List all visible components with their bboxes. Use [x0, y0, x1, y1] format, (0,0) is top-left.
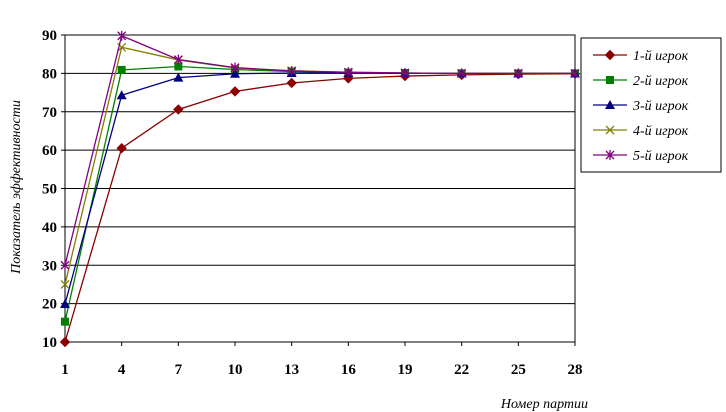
data-point-s2-x7 [174, 62, 183, 71]
data-point-s1-x1 [59, 336, 71, 348]
y-axis-title: Показатель эффективности [9, 100, 24, 275]
x-tick-label-7: 7 [175, 362, 183, 378]
data-point-s4-x1 [60, 279, 70, 289]
data-point-s5-x7 [173, 54, 183, 65]
y-tick-label-30: 30 [42, 258, 57, 274]
data-point-s1-x10 [229, 86, 241, 97]
legend-label-1: 1-й игрок [633, 49, 689, 64]
series-line-1 [64, 73, 576, 343]
data-point-s3-x10 [230, 68, 240, 78]
x-tick-label-10: 10 [228, 362, 243, 378]
legend-label-3: 3-й игрок [632, 99, 689, 114]
legend-label-2: 2-й игрок [633, 74, 689, 89]
legend: 1-й игрок 2-й игрок 3-й игрок 4-й игрок 5-й … [580, 37, 722, 173]
legend-label-5: 5-й игрок [633, 149, 689, 164]
x-tick-label-16: 16 [341, 362, 357, 378]
data-point-s5-x13 [287, 66, 297, 77]
y-tick-label-90: 90 [42, 28, 57, 44]
data-point-s1-x4 [116, 142, 127, 154]
legend-marker-2 [606, 76, 614, 84]
data-point-s5-x10 [230, 62, 240, 73]
y-tick-label-70: 70 [42, 105, 57, 121]
data-point-s1-x13 [286, 77, 297, 89]
legend-marker-4 [605, 125, 615, 135]
data-point-s5-x22 [457, 68, 467, 79]
data-point-s3-x4 [116, 90, 127, 100]
x-axis-title: Номер партии [500, 397, 588, 412]
data-point-s3-x7 [173, 72, 184, 82]
data-point-s2-x1 [61, 317, 69, 326]
data-point-s5-x28 [570, 68, 580, 79]
series-line-5 [64, 34, 575, 266]
y-tick-labels: 10 20 30 40 50 60 70 80 90 [42, 28, 57, 351]
legend-entry-4: 4-й игрок [593, 124, 689, 139]
legend-entry-1: 1-й игрок [593, 49, 689, 64]
data-point-s5-x19 [400, 67, 410, 78]
y-tick-label-40: 40 [42, 220, 57, 236]
legend-marker-1 [604, 49, 616, 61]
y-tick-label-80: 80 [42, 66, 57, 82]
x-tick-label-13: 13 [284, 362, 299, 378]
x-tick-label-25: 25 [511, 362, 526, 378]
x-tick-labels: 1 4 7 10 13 16 19 22 25 28 [61, 362, 582, 378]
legend-entry-2: 2-й игрок [593, 74, 689, 89]
data-point-s5-x25 [513, 68, 523, 79]
legend-label-4: 4-й игрок [633, 124, 689, 139]
data-point-s5-x4 [117, 30, 127, 41]
data-point-s2-x4 [117, 65, 126, 74]
legend-entry-3: 3-й игрок [593, 99, 689, 114]
data-point-s5-x16 [343, 67, 353, 78]
y-tick-label-60: 60 [42, 143, 57, 159]
legend-marker-3 [605, 100, 615, 109]
x-tick-label-1: 1 [61, 362, 69, 378]
y-tick-label-20: 20 [42, 297, 57, 313]
x-tick-label-4: 4 [118, 362, 126, 378]
series-group [59, 30, 581, 348]
data-point-s5-x1 [60, 260, 70, 271]
series-5 [60, 30, 580, 271]
legend-marker-5 [605, 150, 615, 160]
legend-entry-5: 5-й игрок [593, 149, 689, 164]
y-tick-label-50: 50 [42, 182, 57, 198]
x-tick-label-19: 19 [398, 362, 413, 378]
data-point-s1-x7 [173, 104, 184, 115]
y-tick-label-10: 10 [42, 335, 57, 351]
x-tick-label-28: 28 [568, 362, 583, 378]
x-tick-label-22: 22 [454, 362, 469, 378]
data-point-s3-x1 [60, 299, 70, 309]
